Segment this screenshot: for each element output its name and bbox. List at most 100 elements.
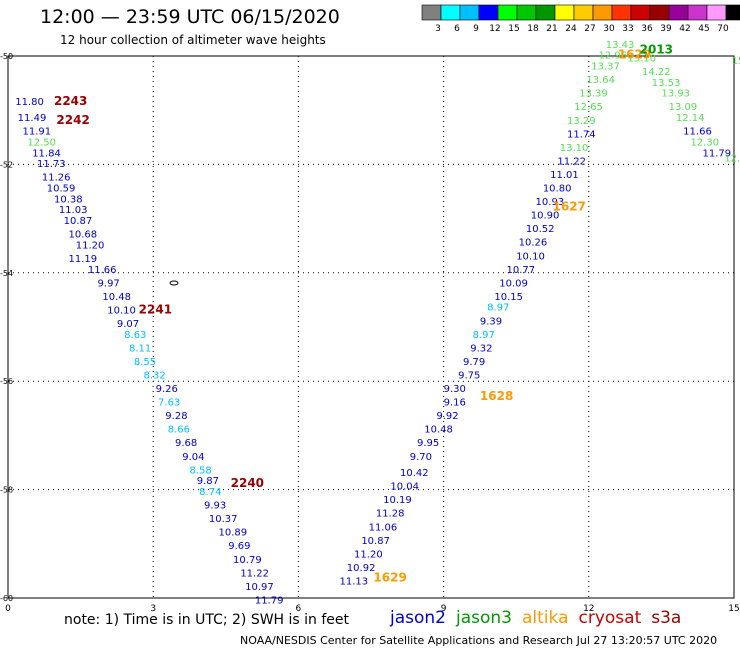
wave-height-value: 12.65 xyxy=(574,102,603,113)
color-tick-label: 39 xyxy=(660,24,672,34)
wave-height-value: 11.74 xyxy=(567,129,596,140)
wave-height-value: 10.80 xyxy=(543,184,572,195)
x-tick-label: 3 xyxy=(150,604,156,614)
wave-height-value: 10.10 xyxy=(107,305,136,316)
track-label: 1629 xyxy=(618,48,651,62)
note-text: note: 1) Time is in UTC; 2) SWH is in fe… xyxy=(64,612,350,628)
x-tick-label: 0 xyxy=(5,604,11,614)
wave-height-value: 11.80 xyxy=(15,97,44,108)
color-swatch xyxy=(630,4,651,21)
wave-height-value: 9.75 xyxy=(458,370,480,381)
wave-height-value: 11.91 xyxy=(23,127,52,138)
track-label: 1629 xyxy=(373,571,406,585)
plot-frame xyxy=(7,55,735,599)
wave-height-value: 14.22 xyxy=(642,67,671,78)
wave-height-value: 11.26 xyxy=(42,173,71,184)
wave-height-value: 10.15 xyxy=(494,292,523,303)
color-tick-label: 15 xyxy=(508,24,519,34)
wave-height-value: 10.89 xyxy=(219,528,248,539)
color-swatch xyxy=(440,4,461,21)
wave-height-value: 10.93 xyxy=(536,197,565,208)
wave-height-value: 9.04 xyxy=(182,452,204,463)
wave-height-value: 9.16 xyxy=(444,398,466,409)
color-swatch xyxy=(649,4,670,21)
wave-height-value: 12.8 xyxy=(724,154,740,165)
y-tick-label: -54 xyxy=(0,269,13,278)
wave-height-value: 12.30 xyxy=(690,137,719,148)
wave-height-value: 9.39 xyxy=(480,316,502,327)
wave-height-value: 11.28 xyxy=(376,509,405,520)
wave-height-value: 10.59 xyxy=(47,184,76,195)
color-tick-label: 36 xyxy=(641,24,653,34)
wave-height-value: 11.73 xyxy=(37,159,66,170)
x-tick-label: 15 xyxy=(728,604,739,614)
track-label: 2240 xyxy=(231,476,264,490)
wave-height-value: 9.95 xyxy=(417,438,439,449)
wave-height-value: 8.97 xyxy=(473,330,495,341)
wave-height-value: 10.87 xyxy=(64,216,93,227)
wave-height-value: 13.64 xyxy=(586,75,615,86)
legend-s3a: s3a xyxy=(651,608,682,628)
wave-height-value: 9.69 xyxy=(228,541,250,552)
wave-height-value: 8.66 xyxy=(168,425,190,436)
wave-height-value: 13.09 xyxy=(669,102,698,113)
wave-height-value: 9.26 xyxy=(156,384,178,395)
wave-height-value: 11.20 xyxy=(354,549,383,560)
wave-height-value: 8.97 xyxy=(487,303,509,314)
wave-height-value: 11.66 xyxy=(88,265,117,276)
wave-height-value: 11.13 xyxy=(340,576,369,587)
plot-grid xyxy=(8,56,734,598)
color-swatch xyxy=(459,4,480,21)
color-tick-label: 70 xyxy=(717,24,729,34)
color-swatch xyxy=(573,4,594,21)
wave-height-value: 11.03 xyxy=(59,205,88,216)
wave-height-value: 11.20 xyxy=(76,240,105,251)
wave-height-value: 11.19 xyxy=(69,254,98,265)
wave-height-value: 11.84 xyxy=(32,148,61,159)
wave-height-value: 10.77 xyxy=(507,265,536,276)
wave-height-value: 12.96 xyxy=(598,51,627,62)
wave-height-value: 8.32 xyxy=(144,370,166,381)
track-label: 1628 xyxy=(480,389,513,403)
wave-height-value: 10.90 xyxy=(531,211,560,222)
wave-height-value: 11.49 xyxy=(18,113,47,124)
wave-height-value: 12.50 xyxy=(27,137,56,148)
color-tick-label: 9 xyxy=(473,24,479,34)
color-tick-label: 21 xyxy=(546,24,557,34)
wave-height-value: 11.01 xyxy=(550,170,579,181)
wave-height-value: 10.48 xyxy=(102,292,131,303)
color-swatch xyxy=(497,4,518,21)
legend-jason2: jason2 xyxy=(390,608,446,628)
wave-height-value: 10.37 xyxy=(209,514,238,525)
y-tick-label: -58 xyxy=(0,486,13,495)
wave-height-value: 10.42 xyxy=(400,468,429,479)
wave-height-value: 9.28 xyxy=(165,411,187,422)
wave-height-value: 7.63 xyxy=(158,398,180,409)
color-swatch xyxy=(668,4,689,21)
track-label: 2243 xyxy=(54,94,87,108)
wave-height-value: 9.70 xyxy=(410,452,432,463)
color-tick-label: 33 xyxy=(622,24,633,34)
color-tick-label: 6 xyxy=(454,24,460,34)
x-tick-label: 6 xyxy=(296,604,302,614)
wave-height-value: 9.79 xyxy=(463,357,485,368)
wave-height-value: 9.68 xyxy=(175,438,197,449)
wave-height-value: 11.66 xyxy=(683,127,712,138)
color-tick-label: 27 xyxy=(584,24,595,34)
color-tick-label: 12 xyxy=(489,24,500,34)
satellite-legend: jason2 jason3 altika cryosat s3a xyxy=(390,608,691,628)
wave-height-value: 13.37 xyxy=(591,62,620,73)
wave-height-value: 13.10 xyxy=(628,53,657,64)
wave-height-value: 13.29 xyxy=(567,116,596,127)
plot-border xyxy=(7,55,735,599)
track-label: 2241 xyxy=(139,302,172,316)
island-outline xyxy=(169,280,179,286)
wave-height-value: 11.22 xyxy=(557,156,586,167)
wave-height-value: 8.11 xyxy=(129,343,151,354)
axis-ticks: 0 3 6 9 12 15 -50 -52 -54 -56 -58 -60 xyxy=(0,52,740,614)
wave-height-value: 9.92 xyxy=(436,411,458,422)
